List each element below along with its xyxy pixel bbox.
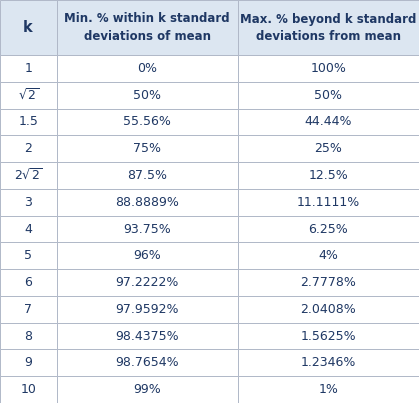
Bar [0,55,57,82]
Bar [238,108,419,135]
Bar [57,189,238,216]
Text: 12.5%: 12.5% [308,169,348,182]
Text: 11.1111%: 11.1111% [297,196,360,209]
Text: 50%: 50% [314,89,342,102]
Text: 4%: 4% [318,249,338,262]
Text: 50%: 50% [133,89,161,102]
Text: 5: 5 [24,249,32,262]
Bar [238,0,419,55]
Text: 44.44%: 44.44% [305,115,352,129]
Text: 6: 6 [24,276,32,289]
Bar [238,82,419,108]
Bar [238,296,419,323]
Bar [238,242,419,269]
Bar [238,323,419,349]
Bar [0,0,57,55]
Bar [0,269,57,296]
Bar [57,349,238,376]
Text: 6.25%: 6.25% [308,222,348,235]
Text: 88.8889%: 88.8889% [115,196,179,209]
Text: 97.9592%: 97.9592% [115,303,179,316]
Text: 10: 10 [21,383,36,396]
Bar [0,242,57,269]
Bar [0,216,57,242]
Bar [0,82,57,108]
Text: 87.5%: 87.5% [127,169,167,182]
Bar [0,189,57,216]
Text: 4: 4 [24,222,32,235]
Bar [238,55,419,82]
Text: 100%: 100% [310,62,347,75]
Bar [0,349,57,376]
Bar [57,108,238,135]
Bar [57,135,238,162]
Bar [238,216,419,242]
Bar [238,189,419,216]
Bar [57,216,238,242]
Text: 2.0408%: 2.0408% [300,303,356,316]
Text: 2: 2 [24,142,32,155]
Bar [57,323,238,349]
Bar [57,82,238,108]
Text: 75%: 75% [133,142,161,155]
Bar [57,55,238,82]
Bar [238,376,419,403]
Bar [0,296,57,323]
Text: 25%: 25% [314,142,342,155]
Bar [238,269,419,296]
Text: 3: 3 [24,196,32,209]
Text: 7: 7 [24,303,32,316]
Bar [57,376,238,403]
Text: $2\sqrt{2}$: $2\sqrt{2}$ [14,168,43,183]
Text: 97.2222%: 97.2222% [116,276,179,289]
Bar [0,323,57,349]
Bar [57,269,238,296]
Text: $\sqrt{2}$: $\sqrt{2}$ [18,87,39,103]
Text: 1.5: 1.5 [18,115,38,129]
Bar [238,162,419,189]
Text: $\bf{k}$: $\bf{k}$ [22,19,34,35]
Text: 96%: 96% [133,249,161,262]
Text: 1.5625%: 1.5625% [300,330,356,343]
Bar [0,162,57,189]
Text: 98.7654%: 98.7654% [115,356,179,369]
Bar [0,135,57,162]
Text: 1: 1 [24,62,32,75]
Bar [238,349,419,376]
Text: 2.7778%: 2.7778% [300,276,356,289]
Text: Max. % beyond k standard
deviations from mean: Max. % beyond k standard deviations from… [240,12,416,42]
Bar [0,108,57,135]
Bar [0,376,57,403]
Bar [57,242,238,269]
Text: 0%: 0% [137,62,157,75]
Text: 55.56%: 55.56% [123,115,171,129]
Text: 99%: 99% [133,383,161,396]
Text: 9: 9 [24,356,32,369]
Bar [57,296,238,323]
Text: 1.2346%: 1.2346% [301,356,356,369]
Text: 93.75%: 93.75% [123,222,171,235]
Text: Min. % within k standard
deviations of mean: Min. % within k standard deviations of m… [65,12,230,42]
Text: 1%: 1% [318,383,338,396]
Bar [238,135,419,162]
Bar [57,162,238,189]
Bar [57,0,238,55]
Text: 8: 8 [24,330,32,343]
Text: 98.4375%: 98.4375% [115,330,179,343]
